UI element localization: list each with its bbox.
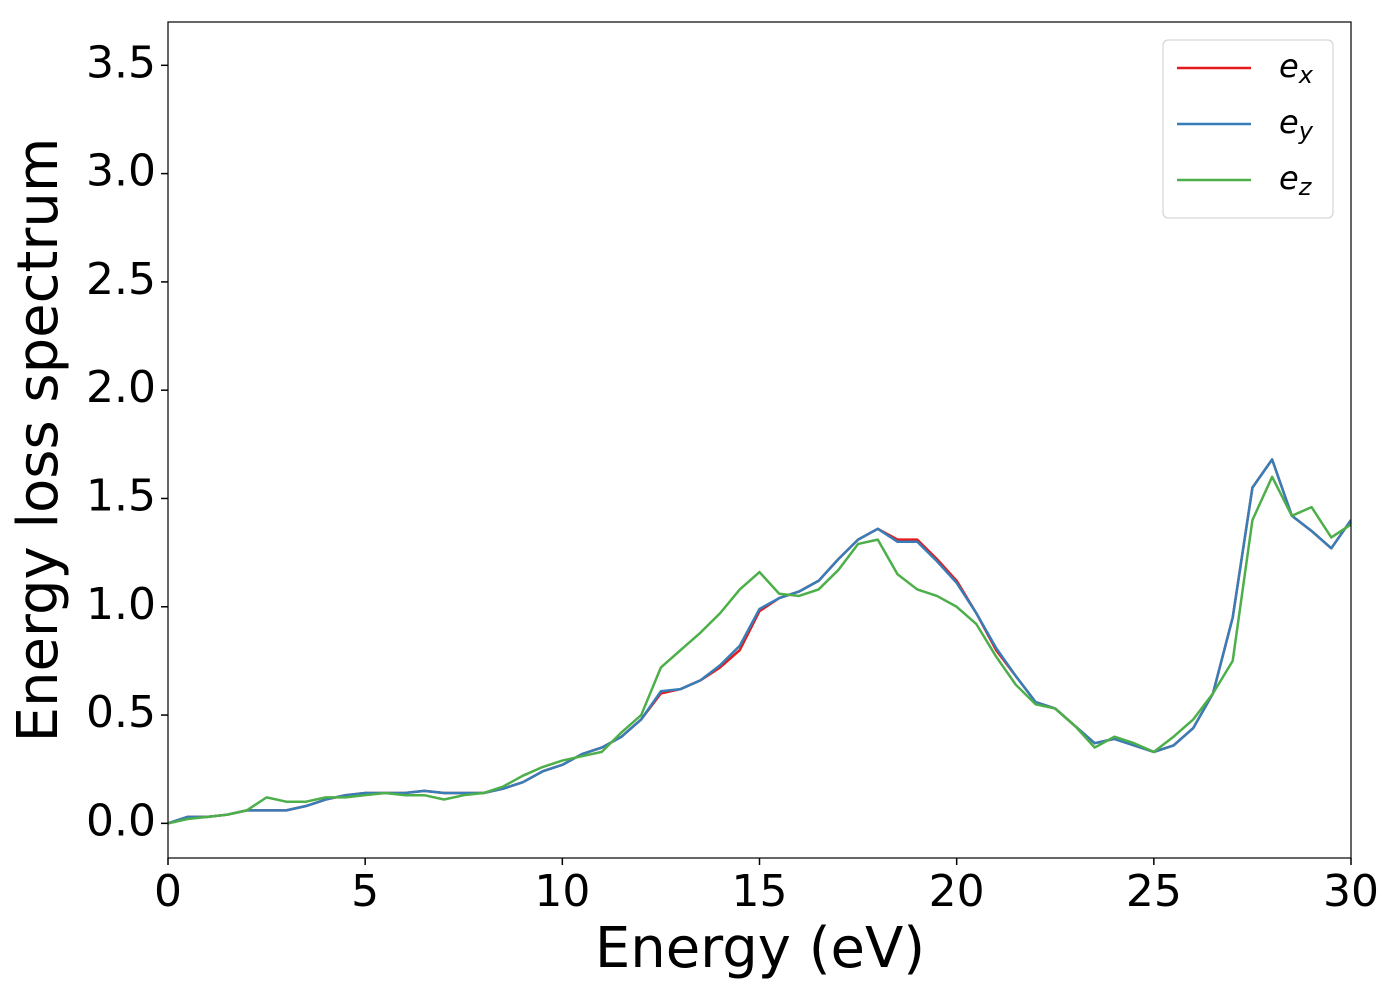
- series-line: [168, 475, 1351, 825]
- x-tick-label: 30: [1323, 866, 1379, 917]
- legend-label: ex: [1279, 47, 1314, 89]
- y-tick-label: 0.5: [86, 687, 156, 738]
- x-axis-label: Energy (eV): [595, 916, 925, 981]
- legend-box: [1162, 39, 1334, 219]
- x-tick-label: 0: [154, 866, 182, 917]
- x-tick-label: 5: [351, 866, 379, 917]
- x-tick-label: 25: [1126, 866, 1182, 917]
- y-tick-label: 3.0: [86, 146, 156, 197]
- x-tick-label: 15: [732, 866, 788, 917]
- y-tick-label: 1.0: [86, 579, 156, 630]
- series-line: [168, 458, 1351, 825]
- y-axis-label: Energy loss spectrum: [6, 138, 71, 743]
- legend-label: ez: [1279, 159, 1313, 201]
- legend-label: ey: [1279, 103, 1314, 145]
- y-tick-label: 2.0: [86, 362, 156, 413]
- y-tick-label: 3.5: [86, 37, 156, 88]
- plot-frame: [167, 21, 1352, 859]
- y-tick-label: 0.0: [86, 795, 156, 846]
- y-tick-label: 1.5: [86, 470, 156, 521]
- y-tick-label: 2.5: [86, 254, 156, 305]
- x-tick-label: 10: [534, 866, 590, 917]
- x-tick-label: 20: [929, 866, 985, 917]
- series-line: [168, 458, 1351, 825]
